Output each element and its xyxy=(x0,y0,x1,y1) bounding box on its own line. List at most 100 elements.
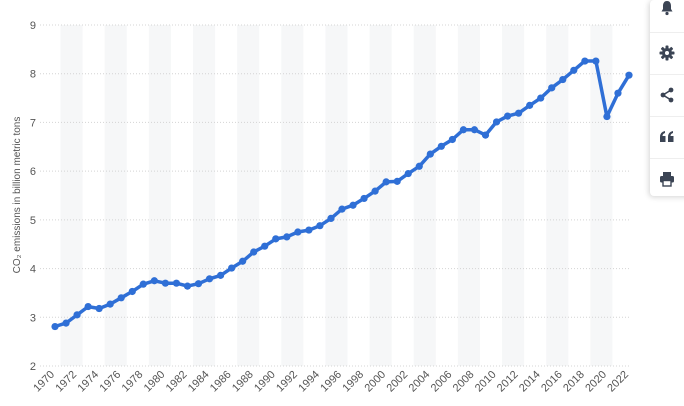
print-icon xyxy=(660,172,674,187)
data-point[interactable] xyxy=(548,84,556,92)
data-point[interactable] xyxy=(62,319,70,327)
data-point[interactable] xyxy=(382,178,390,186)
y-tick-label: 7 xyxy=(30,117,36,129)
data-point[interactable] xyxy=(139,280,147,288)
data-point[interactable] xyxy=(172,279,181,287)
data-point[interactable] xyxy=(625,71,633,79)
data-point[interactable] xyxy=(250,248,258,256)
data-point[interactable] xyxy=(581,57,589,65)
cite-button[interactable] xyxy=(650,116,684,157)
year-band xyxy=(104,25,127,366)
x-tick-label: 2008 xyxy=(451,369,477,395)
x-tick-label: 2004 xyxy=(407,369,433,395)
share-icon xyxy=(660,87,674,103)
data-point[interactable] xyxy=(305,226,313,234)
data-point[interactable] xyxy=(349,201,357,209)
data-point[interactable] xyxy=(415,162,423,170)
share-button[interactable] xyxy=(650,74,684,115)
data-point[interactable] xyxy=(426,150,434,158)
data-point[interactable] xyxy=(272,235,280,243)
x-tick-label: 1972 xyxy=(53,369,79,395)
x-axis: 1970197219741976197819801982198419861988… xyxy=(31,369,631,395)
print-button[interactable] xyxy=(650,158,684,199)
data-point[interactable] xyxy=(239,257,247,265)
data-point[interactable] xyxy=(117,294,125,302)
year-band xyxy=(369,25,392,366)
x-tick-label: 2000 xyxy=(362,369,388,395)
year-band xyxy=(325,25,348,366)
y-tick-label: 5 xyxy=(30,215,36,227)
data-point[interactable] xyxy=(183,282,192,290)
data-point[interactable] xyxy=(470,126,479,134)
y-tick-label: 3 xyxy=(30,312,36,324)
data-point[interactable] xyxy=(73,311,81,319)
x-tick-label: 1984 xyxy=(186,369,212,395)
data-point[interactable] xyxy=(84,302,92,311)
data-point[interactable] xyxy=(481,131,490,139)
x-tick-label: 2018 xyxy=(561,369,587,395)
gear-icon xyxy=(659,45,675,61)
y-tick-label: 2 xyxy=(30,361,36,373)
y-axis-label: CO₂ emissions in billion metric tons xyxy=(12,117,23,274)
data-point[interactable] xyxy=(106,300,114,308)
data-point[interactable] xyxy=(283,233,291,241)
data-point[interactable] xyxy=(150,277,158,285)
y-tick-label: 9 xyxy=(30,20,36,32)
data-point[interactable] xyxy=(228,264,236,272)
x-tick-label: 2010 xyxy=(473,369,499,395)
data-point[interactable] xyxy=(537,94,545,102)
data-point[interactable] xyxy=(294,228,302,236)
data-point[interactable] xyxy=(393,177,401,185)
data-point[interactable] xyxy=(570,66,578,74)
data-point[interactable] xyxy=(515,109,523,117)
data-point[interactable] xyxy=(492,118,501,126)
x-tick-label: 2014 xyxy=(517,369,543,395)
data-point[interactable] xyxy=(360,194,368,203)
x-tick-label: 1998 xyxy=(340,369,366,395)
year-band xyxy=(590,25,613,366)
data-point[interactable] xyxy=(459,126,468,134)
x-tick-label: 1990 xyxy=(252,369,278,395)
year-band xyxy=(192,25,216,366)
year-band xyxy=(546,25,569,366)
data-point[interactable] xyxy=(327,214,335,222)
x-tick-label: 2002 xyxy=(385,369,411,395)
notification-button[interactable] xyxy=(650,0,684,28)
year-band xyxy=(502,25,525,366)
y-axis: 2 3 4 5 6 7 8 9 xyxy=(30,20,36,373)
data-point[interactable] xyxy=(592,57,600,65)
data-point[interactable] xyxy=(559,75,567,84)
data-point[interactable] xyxy=(526,101,534,109)
x-tick-label: 1994 xyxy=(296,369,322,395)
year-bands xyxy=(60,25,613,366)
data-point[interactable] xyxy=(205,275,214,283)
year-band xyxy=(457,25,480,366)
x-tick-label: 1976 xyxy=(98,369,124,395)
data-point[interactable] xyxy=(404,169,412,178)
data-point[interactable] xyxy=(437,142,445,150)
data-point[interactable] xyxy=(161,279,169,287)
data-point[interactable] xyxy=(216,271,225,279)
x-tick-label: 1988 xyxy=(230,369,256,395)
year-band xyxy=(237,25,260,366)
data-point[interactable] xyxy=(614,89,622,97)
chart-tools-sidebar xyxy=(650,0,684,196)
x-tick-label: 2022 xyxy=(605,369,631,395)
data-point[interactable] xyxy=(194,280,203,288)
data-point[interactable] xyxy=(128,287,136,296)
y-tick-label: 6 xyxy=(30,166,36,178)
data-point[interactable] xyxy=(371,187,379,195)
data-point[interactable] xyxy=(338,205,346,213)
settings-button[interactable] xyxy=(650,32,684,73)
data-point[interactable] xyxy=(95,304,103,313)
x-tick-label: 1986 xyxy=(208,369,234,395)
data-point[interactable] xyxy=(316,222,324,230)
x-tick-label: 1996 xyxy=(318,369,344,395)
data-point[interactable] xyxy=(261,242,269,250)
data-point[interactable] xyxy=(51,322,59,331)
data-point[interactable] xyxy=(503,112,512,120)
x-tick-label: 2016 xyxy=(539,369,565,395)
data-point[interactable] xyxy=(448,135,456,144)
data-point[interactable] xyxy=(603,112,611,121)
grid-lines xyxy=(40,24,631,367)
